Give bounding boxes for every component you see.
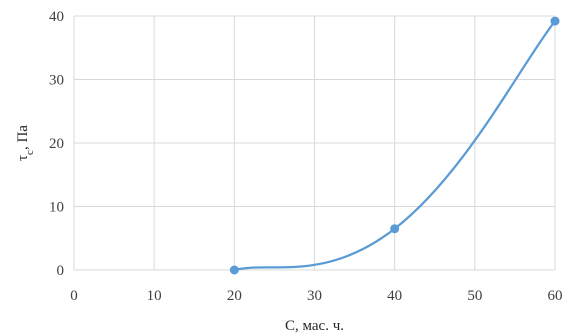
x-tick-label: 20: [227, 288, 242, 304]
data-point: [390, 224, 400, 234]
x-axis-tick-labels: 0 10 20 30 40 50 60: [70, 288, 562, 304]
y-tick-label: 10: [49, 200, 64, 216]
data-point: [550, 16, 560, 26]
x-tick-label: 10: [147, 288, 162, 304]
x-axis-title: C, мас. ч.: [285, 318, 344, 334]
series-line-0: [234, 20, 556, 272]
x-tick-label: 30: [307, 288, 322, 304]
data-point: [229, 265, 239, 275]
y-axis-title-unit: , Па: [15, 125, 31, 150]
x-tick-label: 0: [70, 288, 78, 304]
y-tick-label: 20: [49, 136, 64, 152]
y-axis-title-subscript: c: [24, 150, 36, 155]
y-tick-label: 40: [49, 9, 64, 25]
y-axis-title: τc, Па: [15, 125, 36, 161]
x-tick-label: 40: [387, 288, 402, 304]
y-axis-tick-labels: 0 10 20 30 40: [49, 9, 64, 279]
series-group: [229, 16, 560, 275]
y-axis-title-symbol: τ: [15, 155, 31, 161]
x-tick-label: 60: [548, 288, 563, 304]
x-tick-label: 50: [467, 288, 482, 304]
y-tick-label: 0: [57, 263, 65, 279]
y-tick-label: 30: [49, 73, 64, 89]
